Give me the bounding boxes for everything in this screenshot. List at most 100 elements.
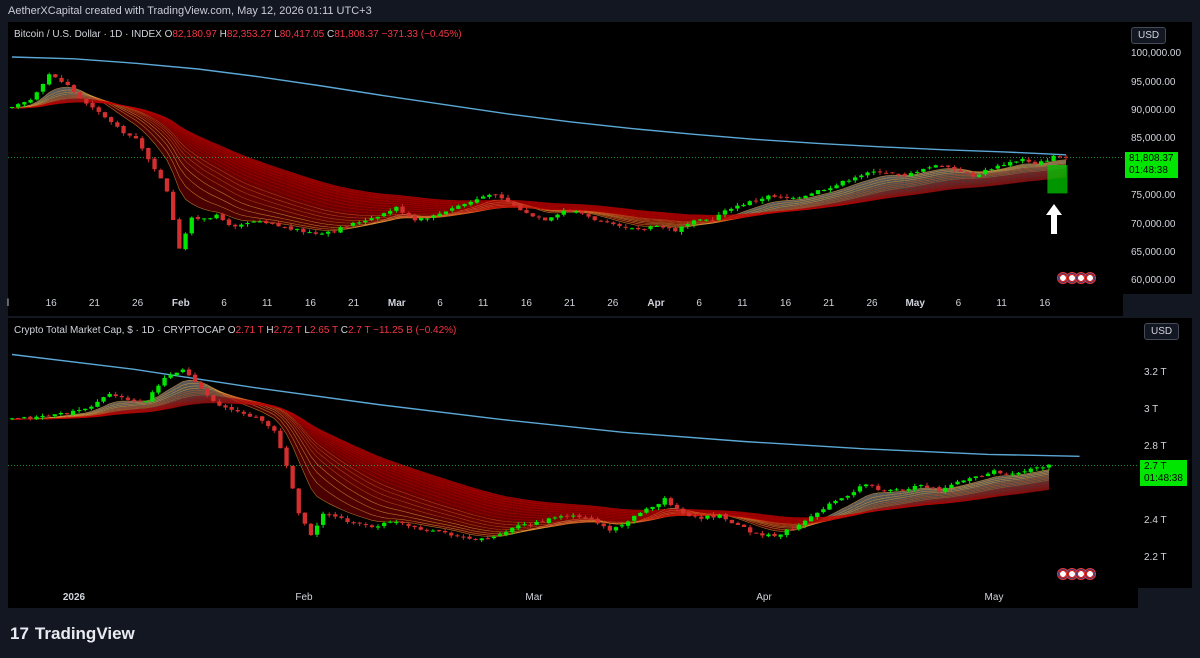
btc-ribbon-band [303, 196, 310, 203]
btc-ribbon-band [359, 215, 366, 219]
btc-ribbon-band [818, 194, 825, 198]
btc-candle [468, 201, 473, 205]
total-cap-ribbon-band [506, 515, 513, 520]
total-cap-ribbon-band [426, 486, 433, 492]
btc-ribbon-band [222, 152, 229, 159]
btc-candle [1001, 165, 1007, 167]
btc-ribbon-band [179, 177, 186, 200]
btc-candle [611, 222, 616, 225]
btc-ribbon-band [396, 197, 403, 200]
btc-chart-pane[interactable]: Bitcoin / U.S. Dollar · 1D · INDEX O82,1… [8, 22, 1123, 294]
total-cap-chart-pane[interactable]: Crypto Total Market Cap, $ · 1D · CRYPTO… [8, 318, 1138, 588]
btc-highlight-band [1047, 165, 1068, 194]
btc-ribbon-band [278, 168, 285, 173]
btc-candle [102, 112, 108, 118]
total-cap-ribbon-band [1024, 481, 1031, 485]
us-flag-icon[interactable] [1084, 272, 1096, 284]
total-cap-ribbon-band [957, 490, 964, 494]
btc-ribbon-band [204, 150, 211, 158]
btc-ribbon-band [638, 220, 645, 223]
btc-ribbon-band [266, 180, 273, 186]
btc-ribbon-band [222, 175, 229, 185]
btc-candle [369, 218, 374, 221]
btc-ribbon-band [861, 185, 868, 190]
total-cap-ribbon-band [512, 510, 519, 515]
total-cap-ribbon-band [469, 532, 476, 536]
total-cap-ribbon-band [439, 497, 446, 503]
btc-ribbon-band [799, 198, 806, 202]
total-cap-ribbon-band [310, 432, 317, 441]
total-cap-ribbon-band [457, 503, 464, 509]
total-cap-ribbon-band [835, 512, 842, 517]
btc-ribbon-band [148, 120, 155, 128]
btc-candle [853, 177, 858, 181]
btc-ribbon-band [303, 186, 310, 192]
total-cap-ribbon-band [890, 498, 897, 502]
total-cap-ribbon-band [878, 504, 885, 507]
total-cap-ribbon-band [280, 420, 287, 435]
btc-chart-svg[interactable] [8, 22, 1123, 294]
total-cap-ma-ribbon [11, 379, 1050, 538]
btc-ribbon-band [886, 184, 893, 188]
btc-ribbon-band [830, 198, 837, 202]
btc-ribbon-band [173, 136, 180, 149]
total-cap-ribbon-band [945, 491, 952, 494]
btc-ribbon-band [923, 176, 930, 180]
total-cap-ribbon-band [902, 499, 909, 503]
total-cap-ribbon-band [378, 482, 385, 491]
btc-ribbon-band [923, 181, 930, 185]
total-cap-ribbon-band [109, 404, 116, 408]
btc-ribbon-band [774, 203, 781, 207]
total-cap-ribbon-band [1036, 473, 1043, 477]
btc-ribbon-band [278, 175, 285, 181]
total-cap-ribbon-band [866, 505, 873, 509]
btc-candle [152, 158, 157, 170]
btc-candle [493, 194, 498, 196]
btc-ribbon-band [272, 173, 279, 179]
btc-ribbon-band [229, 163, 236, 171]
total-cap-ribbon-band [329, 467, 336, 480]
btc-ribbon-band [179, 130, 186, 138]
btc-candle [332, 231, 337, 233]
total-cap-ribbon-band [207, 387, 214, 391]
total-cap-ribbon-band [158, 392, 165, 399]
total-cap-ribbon-band [463, 501, 470, 507]
btc-price-axis[interactable]: USD 100,000.00 95,000.00 90,000.00 85,000.0… [1123, 22, 1192, 294]
total-cap-ribbon-band [378, 516, 385, 522]
btc-ribbon-band [167, 125, 174, 134]
btc-candle [877, 171, 883, 173]
btc-ribbon-band [315, 185, 322, 190]
total-cap-ribbon-band [317, 443, 324, 453]
total-cap-ribbon-band [286, 419, 293, 432]
total-cap-ribbon-band [988, 479, 995, 483]
total-cap-ribbon-band [396, 504, 403, 512]
total-cap-ribbon-band [914, 494, 921, 498]
total-cap-ribbon-band [353, 461, 360, 469]
btc-ribbon-band [253, 178, 260, 186]
btc-ribbon-band [371, 213, 378, 216]
btc-ribbon-band [942, 179, 949, 183]
total-cap-ribbon-band [317, 440, 324, 449]
total-cap-ribbon-band [317, 438, 324, 446]
btc-ribbon-band [198, 144, 205, 151]
total-cap-ribbon-band [317, 483, 324, 501]
total-cap-ribbon-band [981, 482, 988, 486]
btc-ribbon-band [917, 185, 924, 189]
btc-candle [189, 217, 194, 234]
btc-ribbon-band [384, 205, 391, 209]
btc-ribbon-band [247, 180, 254, 187]
btc-currency-button[interactable]: USD [1131, 27, 1167, 44]
btc-ribbon-band [216, 157, 223, 164]
btc-ribbon-band [309, 188, 316, 194]
total-cap-ribbon-band [347, 469, 354, 479]
btc-ribbon-band [855, 182, 862, 187]
btc-ribbon-line [11, 99, 1067, 221]
btc-time-axis[interactable]: l 16 21 26 Feb 6 11 16 21 Mar 6 11 16 21 26 Apr 6 11 16 21 2… [7, 294, 1123, 316]
btc-x-tick-label: 26 [607, 298, 619, 309]
total-cap-chart-svg[interactable] [8, 318, 1138, 588]
total-cap-ribbon-band [365, 464, 372, 472]
total-cap-ribbon-band [768, 525, 775, 529]
btc-events-markers[interactable] [1057, 272, 1096, 284]
total-cap-ribbon-band [335, 479, 342, 492]
btc-ribbon-band [824, 199, 831, 203]
